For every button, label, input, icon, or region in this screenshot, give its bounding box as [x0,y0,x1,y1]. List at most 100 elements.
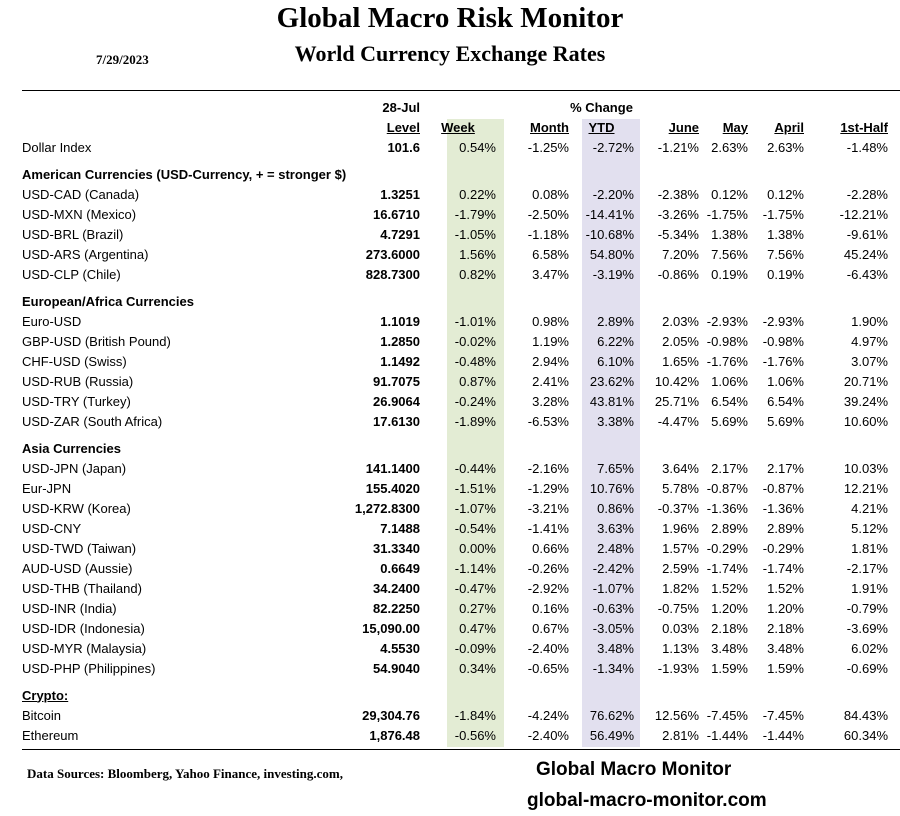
first-half-header: 1st-Half [840,119,888,135]
may-cell: -1.76% [706,353,748,369]
level-cell: 1.1019 [380,313,420,329]
may-cell: -0.98% [706,333,748,349]
ytd-cell: 2.89% [597,313,634,329]
first-half-cell: 1.81% [851,540,888,556]
april-cell: 1.20% [767,600,804,616]
april-cell: 6.54% [767,393,804,409]
level-cell: 91.7075 [373,373,420,389]
june-cell: 2.81% [662,727,699,743]
month-cell: -2.50% [527,206,569,222]
table-row: USD-CLP (Chile) 828.7300 0.82% 3.47% -3.19% -… [22,264,888,284]
ytd-cell: 56.49% [589,727,634,743]
month-cell: 3.47% [532,266,569,282]
level-cell: 16.6710 [373,206,420,222]
row-label: USD-KRW (Korea) [22,500,131,516]
june-cell: 1.96% [662,520,699,536]
table-row: CHF-USD (Swiss) 1.1492 -0.48% 2.94% 6.10% 1.6… [22,351,888,371]
table-row: Bitcoin 29,304.76 -1.84% -4.24% 76.62% 12.56%… [22,705,888,725]
april-cell: 1.59% [767,660,804,676]
table-row: USD-INR (India) 82.2250 0.27% 0.16% -0.63% -0… [22,598,888,618]
may-cell: 0.19% [711,266,748,282]
week-cell: -0.02% [454,333,496,349]
level-cell: 34.2400 [373,580,420,596]
level-cell: 15,090.00 [362,620,420,636]
week-cell: -1.05% [454,226,496,242]
april-cell: -1.74% [762,560,804,576]
first-half-cell: 5.12% [851,520,888,536]
level-cell: 31.3340 [373,540,420,556]
section-header-row: American Currencies (USD-Currency, + = s… [22,164,888,184]
month-cell: -1.18% [527,226,569,242]
first-half-cell: 6.02% [851,640,888,656]
ytd-cell: 54.80% [589,246,634,262]
week-cell: 0.87% [459,373,496,389]
week-cell: 0.27% [459,600,496,616]
row-label: Eur-JPN [22,480,72,496]
level-cell: 101.6 [387,139,420,155]
row-label: Dollar Index [22,139,92,155]
week-cell: 0.82% [459,266,496,282]
first-half-cell: -9.61% [846,226,888,242]
week-cell: -1.07% [454,500,496,516]
month-cell: 2.94% [532,353,569,369]
june-header: June [668,119,699,135]
may-cell: -1.74% [706,560,748,576]
ytd-cell: 3.38% [597,413,634,429]
row-label: USD-ZAR (South Africa) [22,413,163,429]
month-cell: 2.41% [532,373,569,389]
april-cell: -0.29% [762,540,804,556]
may-cell: 3.48% [711,640,748,656]
section-title: European/Africa Currencies [22,293,194,309]
first-half-cell: 84.43% [843,707,888,723]
report-date: 7/29/2023 [96,52,149,67]
first-half-cell: 10.03% [843,460,888,476]
week-cell: -1.84% [454,707,496,723]
month-cell: -2.16% [527,460,569,476]
week-cell: -0.24% [454,393,496,409]
bottom-divider [22,749,900,750]
level-cell: 1.3251 [380,186,420,202]
april-cell: 2.18% [767,620,804,636]
week-cell: -0.47% [454,580,496,596]
section-spacer [22,284,888,291]
may-cell: 2.63% [711,139,748,155]
section-spacer [22,431,888,438]
first-half-cell: -1.48% [846,139,888,155]
first-half-cell: -12.21% [839,206,888,222]
april-cell: -1.36% [762,500,804,516]
june-cell: -1.21% [657,139,699,155]
ytd-column-highlight [582,119,640,747]
table-row: Euro-USD 1.1019 -1.01% 0.98% 2.89% 2.03% -2.93… [22,311,888,331]
level-cell: 155.4020 [365,480,420,496]
month-cell: 6.58% [532,246,569,262]
section-spacer [22,157,888,164]
ytd-cell: -2.72% [592,139,634,155]
first-half-cell: 10.60% [843,413,888,429]
april-cell: 2.63% [767,139,804,155]
month-cell: -1.29% [527,480,569,496]
level-cell: 1,272.8300 [354,500,420,516]
first-half-cell: -0.69% [846,660,888,676]
month-cell: -2.40% [527,640,569,656]
first-half-cell: -2.28% [846,186,888,202]
april-header: April [774,119,804,135]
row-label: USD-MYR (Malaysia) [22,640,147,656]
table-row: GBP-USD (British Pound) 1.2850 -0.02% 1.19%… [22,331,888,351]
dollar-index-row: Dollar Index 101.6 0.54% -1.25% -2.72% -… [22,137,888,157]
table-row: USD-CNY 7.1488 -0.54% -1.41% 3.63% 1.96% 2.89%… [22,518,888,538]
may-cell: 1.20% [711,600,748,616]
week-cell: -1.51% [454,480,496,496]
level-cell: 4.7291 [380,226,420,242]
level-cell: 17.6130 [373,413,420,429]
level-cell: 82.2250 [373,600,420,616]
section-title: American Currencies (USD-Currency, + = s… [22,166,347,182]
table-row: USD-JPN (Japan) 141.1400 -0.44% -2.16% 7.65%… [22,458,888,478]
may-cell: -1.36% [706,500,748,516]
month-cell: -4.24% [527,707,569,723]
may-cell: 7.56% [711,246,748,262]
row-label: Ethereum [22,727,79,743]
section-header-row: European/Africa Currencies [22,291,888,311]
week-cell: -0.09% [454,640,496,656]
row-label: USD-IDR (Indonesia) [22,620,145,636]
week-cell: 0.54% [459,139,496,155]
